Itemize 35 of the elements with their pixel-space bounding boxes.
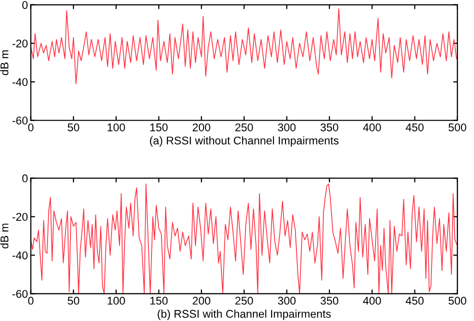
x-tick-label: 450 — [406, 123, 424, 132]
x-tick-label: 100 — [108, 123, 125, 132]
y-axis-title: dB m — [0, 50, 8, 76]
y-tick-label: -40 — [12, 78, 28, 86]
x-tick-label: 400 — [363, 123, 381, 132]
x-tick-label: 500 — [448, 296, 466, 305]
x-tick-label: 150 — [150, 123, 168, 132]
x-tick-label: 200 — [192, 296, 210, 305]
x-tick-label: 250 — [235, 123, 253, 132]
y-tick-label: 0 — [22, 1, 28, 9]
x-tick-label: 500 — [448, 123, 466, 132]
x-tick-label: 50 — [68, 296, 80, 305]
line-series — [30, 8, 457, 84]
x-axis-title: (b) RSSI with Channel Impairments — [158, 310, 331, 320]
x-axis-title: (a) RSSI without Channel Impairments — [150, 136, 339, 147]
x-tick-label: 100 — [108, 296, 125, 305]
x-tick-label: 0 — [28, 296, 34, 305]
x-tick-label: 0 — [28, 123, 34, 132]
x-tick-label: 400 — [363, 296, 381, 305]
y-tick-label: 0 — [22, 174, 28, 182]
x-tick-label: 200 — [192, 123, 210, 132]
x-tick-label: 150 — [150, 296, 168, 305]
y-tick-label: -60 — [12, 116, 28, 125]
y-tick-label: -20 — [12, 40, 28, 48]
y-tick-label: -60 — [12, 290, 28, 298]
x-tick-label: 350 — [320, 123, 338, 132]
x-tick-label: 300 — [278, 296, 296, 305]
x-tick-label: 300 — [278, 123, 296, 132]
x-tick-label: 350 — [320, 296, 338, 305]
y-tick-label: -40 — [12, 251, 28, 260]
y-axis-title: dB m — [0, 224, 8, 248]
x-tick-label: 450 — [406, 296, 424, 305]
y-tick-label: -20 — [12, 212, 28, 221]
x-tick-label: 250 — [235, 296, 253, 305]
x-tick-label: 50 — [68, 123, 80, 132]
